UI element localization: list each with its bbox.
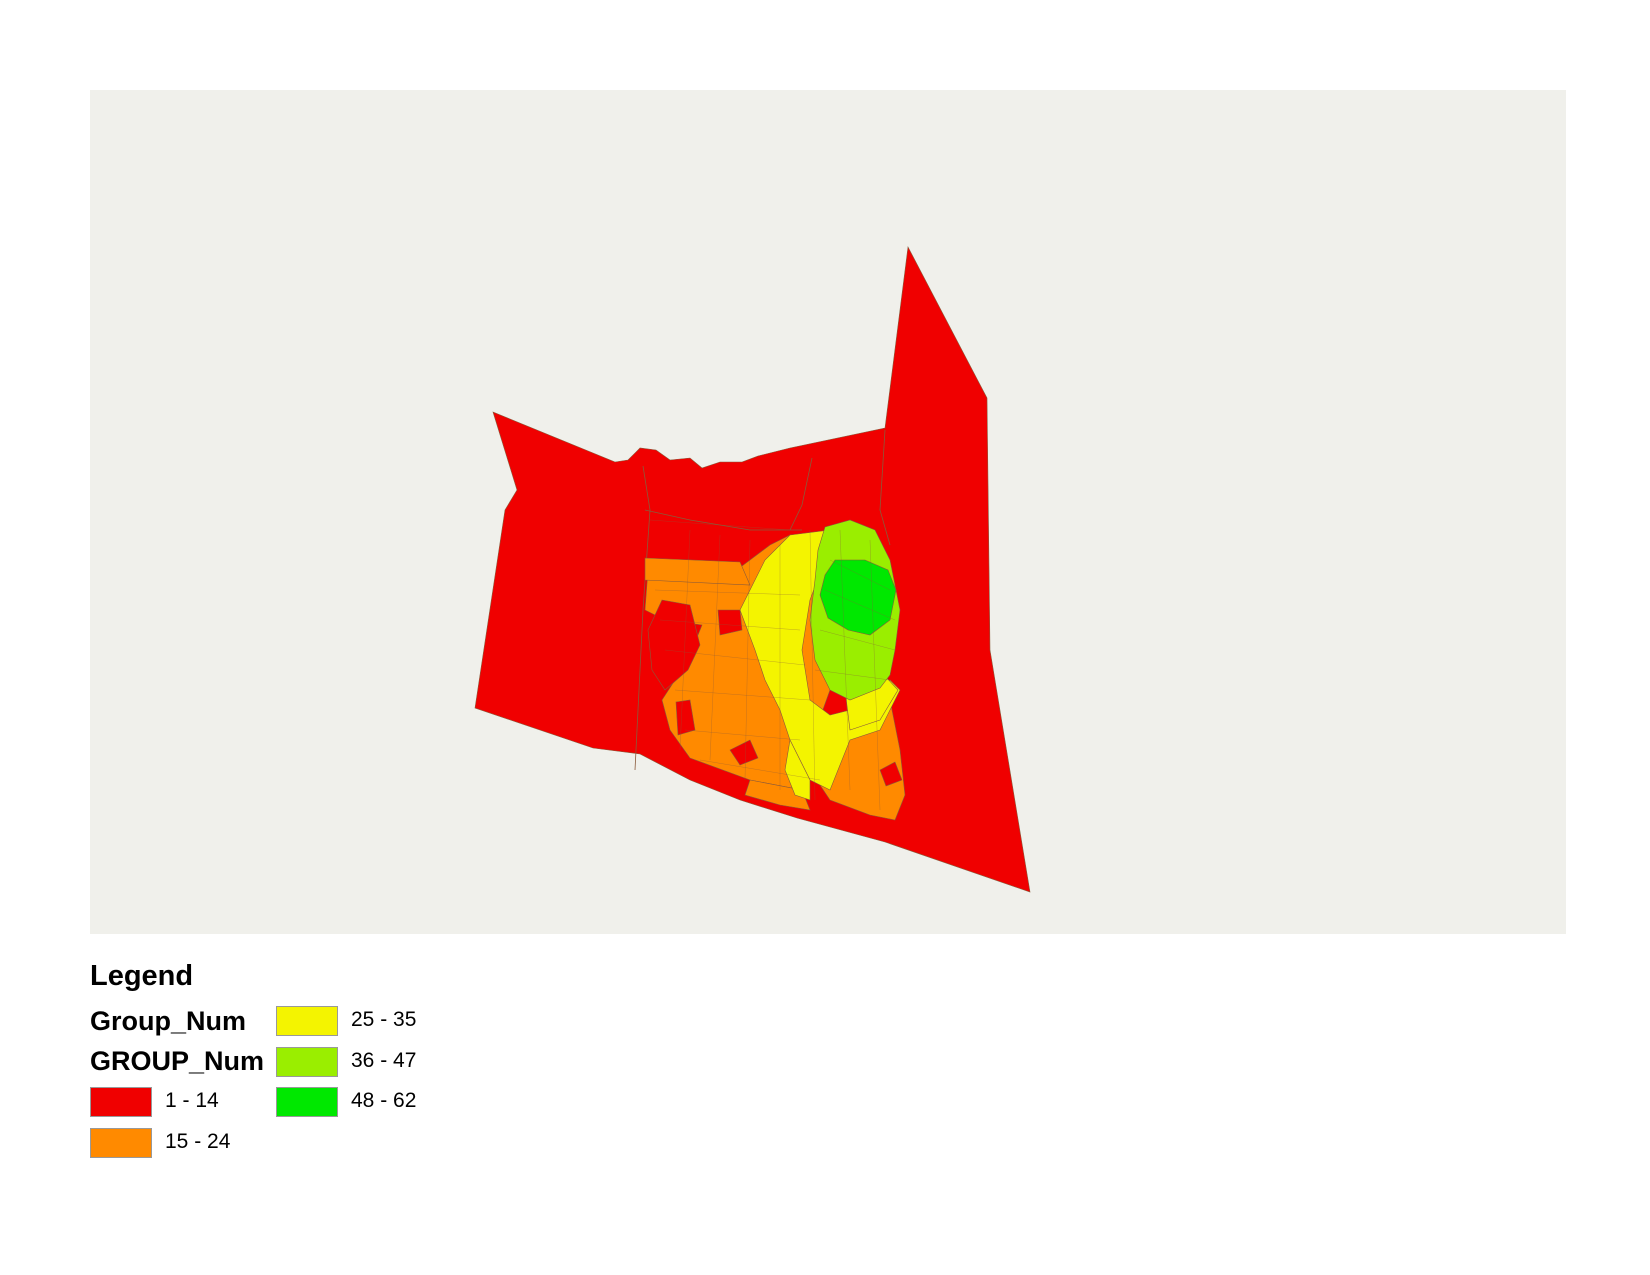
region-class-5-core[interactable] (819, 559, 897, 636)
region-class-3-south[interactable] (784, 739, 811, 801)
legend-swatch (90, 1087, 152, 1117)
boundary-line (879, 429, 891, 546)
region-class-1-enclave[interactable] (717, 609, 743, 636)
legend-swatch (276, 1006, 338, 1036)
region-class-2-band[interactable] (644, 557, 751, 586)
boundary-line (789, 457, 813, 531)
legend-swatch (276, 1087, 338, 1117)
legend-title: Legend (90, 960, 194, 992)
legend-label: 48 - 62 (351, 1089, 417, 1112)
tract-lines (649, 519, 896, 811)
legend-swatch (90, 1128, 152, 1158)
legend-swatch (276, 1047, 338, 1077)
region-class-1-enclave[interactable] (879, 761, 903, 787)
region-class-1-enclave[interactable] (729, 739, 759, 766)
legend-layer-name: Group_Num (90, 1006, 247, 1036)
legend-label: 25 - 35 (351, 1008, 417, 1031)
legend-label: 36 - 47 (351, 1049, 417, 1072)
map-frame[interactable] (90, 90, 1566, 934)
region-class-1-enclave[interactable] (675, 699, 696, 736)
legend-label: 15 - 24 (165, 1130, 231, 1153)
boundary-line (634, 465, 651, 771)
map-legend: Legend Group_Num GROUP_Num 1 - 14 15 - 2… (90, 960, 570, 1190)
legend-field-name: GROUP_Num (90, 1046, 265, 1076)
legend-label: 1 - 14 (165, 1089, 219, 1112)
choropleth-map[interactable] (90, 90, 1566, 934)
region-class-1-enclave[interactable] (647, 599, 701, 691)
